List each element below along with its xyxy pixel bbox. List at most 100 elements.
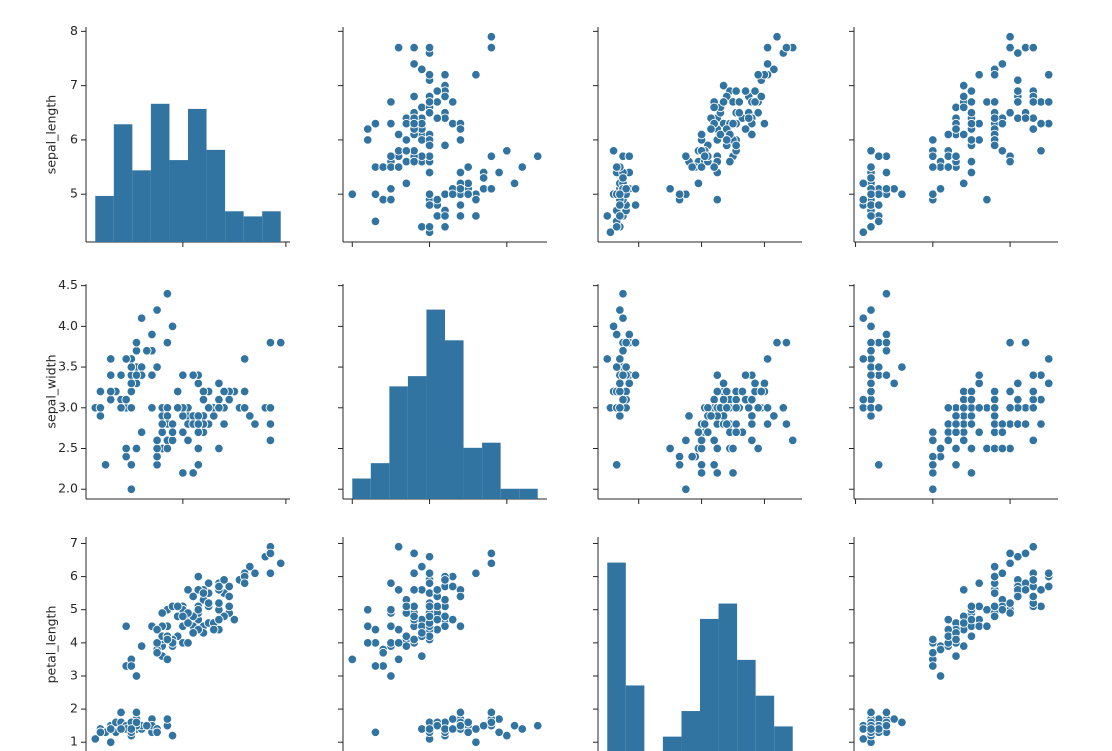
scatter-point xyxy=(219,419,229,429)
scatter-point xyxy=(126,378,137,389)
scatter-point xyxy=(265,337,276,348)
scatter-point xyxy=(440,595,450,605)
scatter-point xyxy=(95,386,106,397)
scatter-point xyxy=(486,42,497,53)
scatter-point xyxy=(684,411,694,421)
scatter-point xyxy=(1028,42,1039,53)
scatter-point xyxy=(1028,575,1039,585)
scatter-point xyxy=(943,162,954,172)
y-tick-label: 3 xyxy=(70,667,78,682)
scatter-point xyxy=(966,614,977,625)
y-tick-label: 6 xyxy=(70,131,78,146)
histogram-bar xyxy=(188,108,207,243)
scatter-point xyxy=(178,370,188,380)
scatter-point xyxy=(858,394,869,405)
scatter-point xyxy=(1036,585,1046,595)
scatter-point xyxy=(126,484,137,494)
scatter-point xyxy=(762,419,773,429)
histogram-bar xyxy=(500,488,520,499)
scatter-point xyxy=(1028,97,1039,107)
scatter-point xyxy=(167,419,178,429)
scatter-point xyxy=(172,601,183,612)
scatter-point xyxy=(728,443,738,454)
scatter-point xyxy=(618,313,628,323)
scatter-point xyxy=(618,370,628,380)
scatter-point xyxy=(275,337,286,348)
scatter-point xyxy=(478,173,489,183)
scatter-point xyxy=(974,70,984,80)
scatter-point xyxy=(897,717,907,728)
scatter-point xyxy=(1028,124,1039,134)
scatter-point xyxy=(440,211,450,221)
scatter-point xyxy=(152,305,162,315)
scatter-point xyxy=(951,411,961,421)
scatter-point xyxy=(401,146,412,156)
histogram-bar xyxy=(519,488,538,499)
scatter-point xyxy=(183,618,193,628)
scatter-point xyxy=(615,386,625,397)
scatter-point xyxy=(424,601,435,612)
histogram-bar xyxy=(95,195,114,242)
scatter-point xyxy=(974,427,984,437)
scatter-point xyxy=(152,460,162,470)
scatter-point xyxy=(440,91,450,102)
scatter-point xyxy=(974,378,984,389)
scatter-point xyxy=(126,362,137,372)
scatter-point xyxy=(681,435,691,446)
scatter-point xyxy=(209,624,219,635)
scatter-point xyxy=(997,568,1008,579)
histogram-bar xyxy=(426,309,445,499)
scatter-point xyxy=(624,329,635,340)
scatter-point xyxy=(131,671,142,681)
scatter-point xyxy=(517,724,528,734)
scatter-point xyxy=(219,575,229,585)
scatter-point xyxy=(105,354,116,364)
scatter-point xyxy=(997,146,1008,156)
scatter-point xyxy=(1020,337,1031,348)
scatter-point xyxy=(265,435,276,446)
scatter-point xyxy=(162,411,173,421)
scatter-point xyxy=(152,362,162,372)
scatter-point xyxy=(602,211,613,221)
y-tick-label: 2.5 xyxy=(58,440,78,455)
scatter-point xyxy=(409,118,419,129)
scatter-point xyxy=(131,707,142,718)
scatter-point xyxy=(401,631,412,641)
scatter-point xyxy=(624,151,635,161)
scatter-point xyxy=(966,135,977,145)
scatter-point xyxy=(1013,551,1023,562)
scatter-point xyxy=(781,419,792,429)
scatter-point xyxy=(966,108,977,118)
scatter-point xyxy=(370,727,381,738)
scatter-point xyxy=(1005,558,1015,569)
scatter-point xyxy=(178,611,188,622)
scatter-point xyxy=(105,386,116,397)
scatter-point xyxy=(1005,337,1015,348)
scatter-point xyxy=(386,621,396,632)
scatter-point xyxy=(989,588,1000,598)
y-tick-label: 4.0 xyxy=(58,318,78,333)
scatter-point xyxy=(935,671,946,681)
scatter-point xyxy=(126,460,137,470)
scatter-point xyxy=(958,435,969,446)
scatter-point xyxy=(219,386,229,397)
scatter-point xyxy=(611,222,622,232)
scatter-point xyxy=(417,64,427,75)
scatter-point xyxy=(674,189,685,199)
scatter-point xyxy=(447,724,458,734)
scatter-point xyxy=(966,386,977,397)
scatter-point xyxy=(706,124,716,134)
scatter-point xyxy=(463,717,473,728)
scatter-point xyxy=(881,167,892,178)
scatter-point xyxy=(615,354,625,364)
scatter-point xyxy=(966,419,977,429)
scatter-point xyxy=(747,419,757,429)
scatter-point xyxy=(152,435,162,446)
scatter-point xyxy=(126,403,137,413)
scatter-point xyxy=(393,42,404,53)
scatter-point xyxy=(1036,146,1046,156)
scatter-point xyxy=(753,108,763,118)
scatter-point xyxy=(386,194,396,205)
y-tick-label: 4 xyxy=(70,634,78,649)
scatter-point xyxy=(611,460,622,470)
